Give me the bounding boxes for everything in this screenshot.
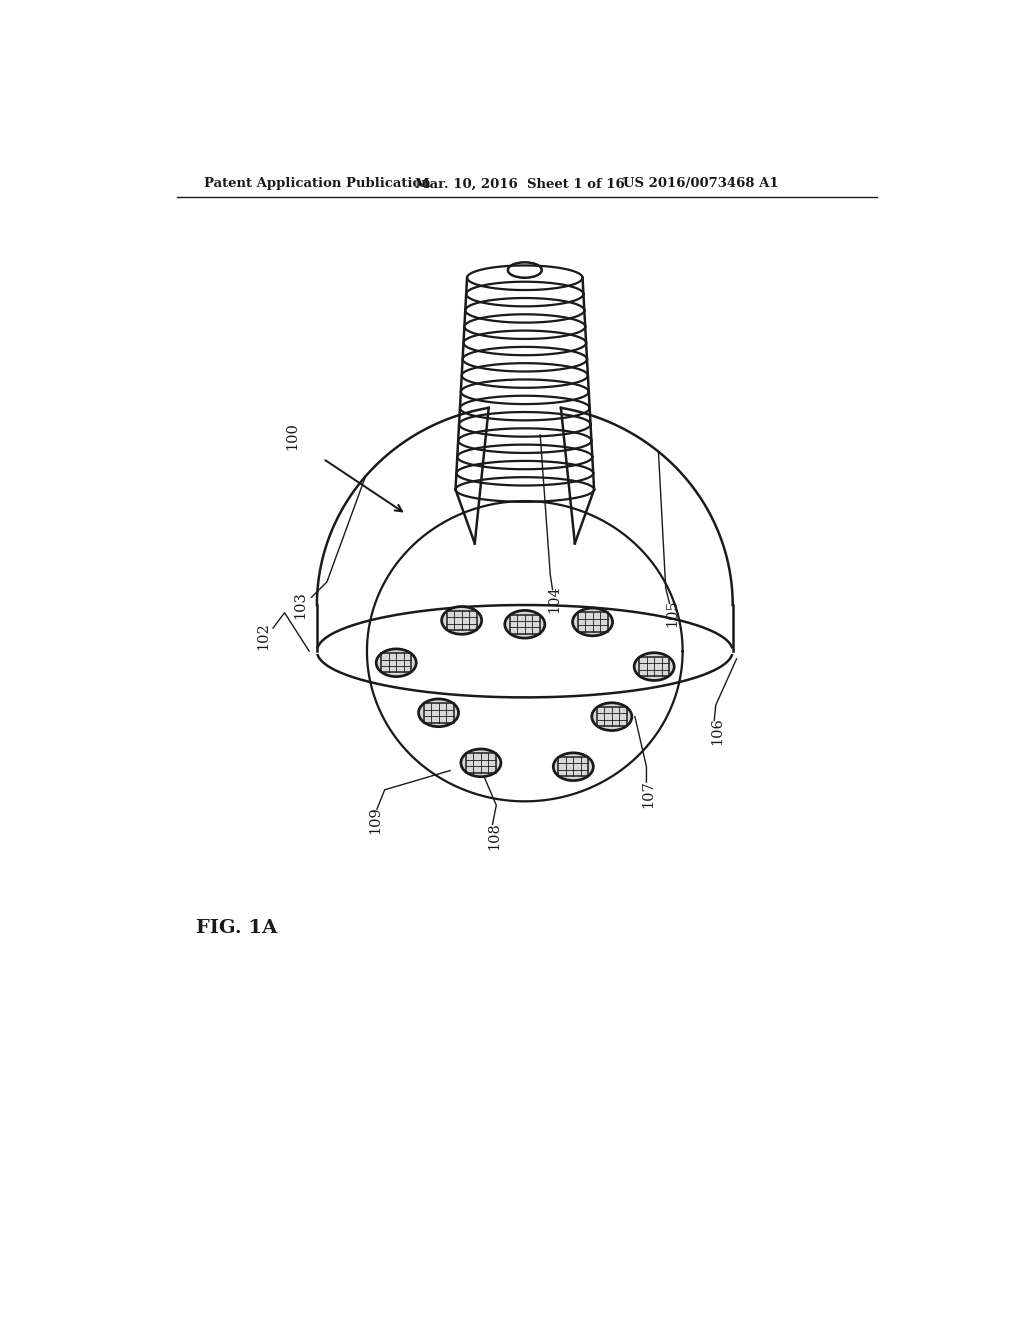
Bar <box>446 611 477 630</box>
Ellipse shape <box>592 702 632 730</box>
Bar <box>578 612 607 632</box>
Ellipse shape <box>634 653 674 681</box>
Bar <box>597 708 627 726</box>
Ellipse shape <box>572 609 612 636</box>
Text: 104: 104 <box>547 585 561 612</box>
Bar <box>466 754 496 772</box>
Text: 105: 105 <box>666 599 680 627</box>
Ellipse shape <box>419 700 459 726</box>
Text: 107: 107 <box>641 780 655 808</box>
Bar <box>639 657 669 676</box>
Ellipse shape <box>441 607 481 635</box>
Ellipse shape <box>376 649 416 677</box>
Text: Patent Application Publication: Patent Application Publication <box>204 177 430 190</box>
Bar <box>558 756 589 776</box>
Text: 103: 103 <box>293 591 307 619</box>
Ellipse shape <box>505 610 545 638</box>
Ellipse shape <box>553 752 593 780</box>
Bar <box>424 704 454 722</box>
Text: US 2016/0073468 A1: US 2016/0073468 A1 <box>624 177 779 190</box>
Text: FIG. 1A: FIG. 1A <box>196 920 278 937</box>
Text: 102: 102 <box>256 622 270 649</box>
Bar <box>381 653 412 672</box>
Bar <box>510 615 540 634</box>
Text: Mar. 10, 2016  Sheet 1 of 16: Mar. 10, 2016 Sheet 1 of 16 <box>416 177 626 190</box>
Text: 109: 109 <box>369 807 382 834</box>
Text: 100: 100 <box>286 421 299 450</box>
Text: 106: 106 <box>711 717 724 746</box>
Ellipse shape <box>461 748 501 776</box>
Text: 108: 108 <box>487 822 501 850</box>
